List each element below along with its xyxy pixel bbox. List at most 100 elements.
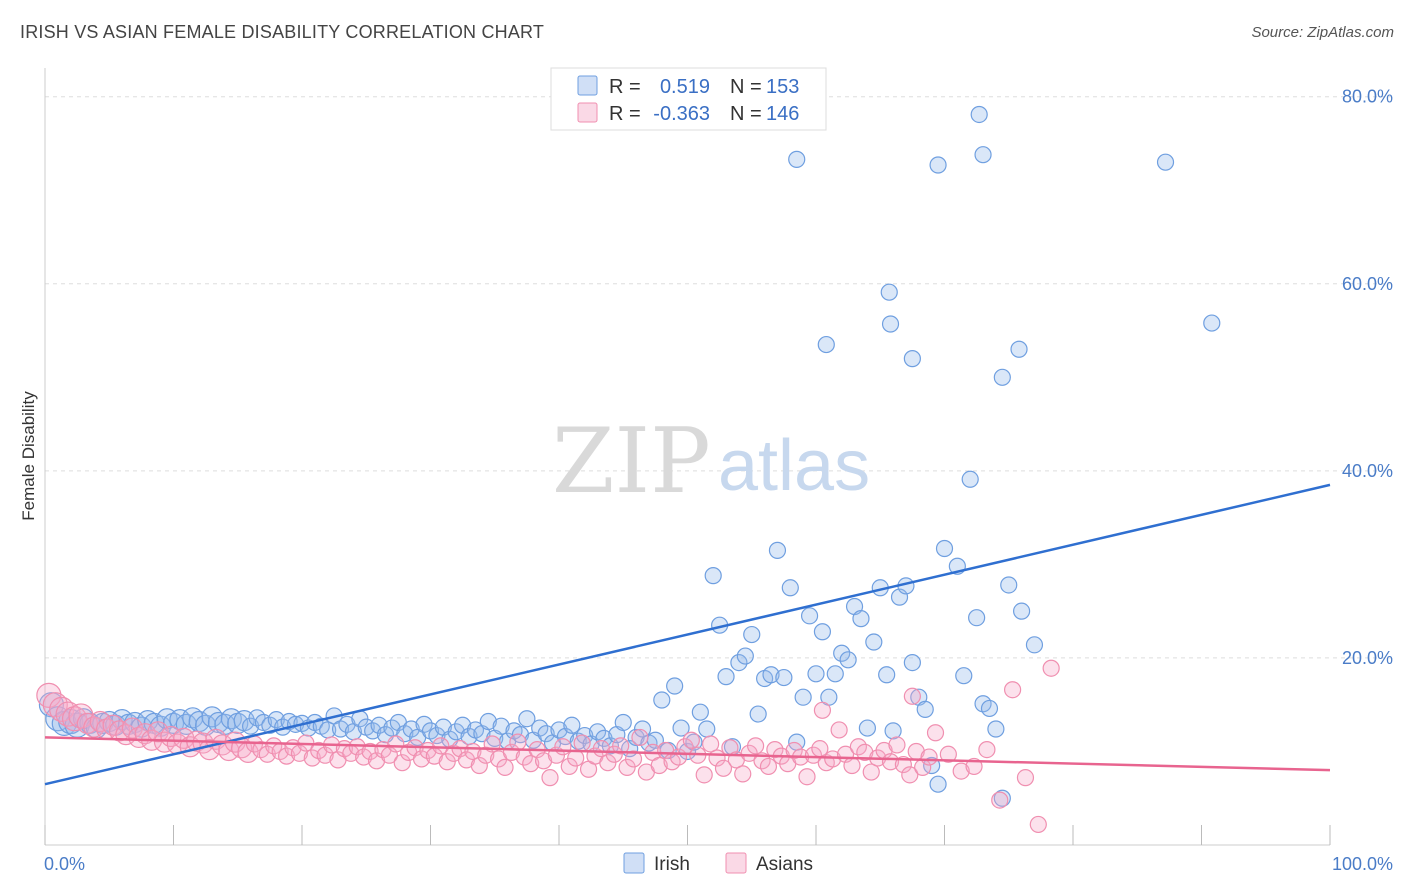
bottom-legend-irish-label: Irish [654, 854, 690, 875]
bottom-legend-asians-label: Asians [756, 854, 813, 875]
asians-point-139 [939, 745, 957, 763]
irish-point-141 [955, 667, 973, 685]
irish-point-81 [563, 716, 581, 734]
watermark-zip: ZIP [552, 409, 711, 514]
irish-point-139 [935, 539, 954, 558]
asians-point-55 [393, 754, 411, 772]
irish-point-63 [447, 723, 465, 741]
irish-point-155 [903, 350, 921, 368]
asians-point-147 [1042, 659, 1060, 677]
irish-point-143 [968, 609, 986, 627]
bottom-legend-swatch-asians [725, 852, 747, 874]
chart-title: IRISH VS ASIAN FEMALE DISABILITY CORRELA… [20, 22, 545, 42]
irish-point-21 [175, 713, 197, 735]
irish-point-113 [768, 541, 787, 559]
irish-point-157 [970, 105, 988, 124]
asians-point-128 [862, 763, 880, 781]
asians-point-116 [785, 741, 803, 760]
asians-point-61 [432, 737, 450, 755]
irish-point-51 [370, 716, 388, 734]
asians-point-91 [624, 750, 643, 768]
irish-point-109 [743, 625, 761, 644]
irish-point-79 [550, 721, 568, 739]
axes-layer [44, 68, 1331, 846]
asians-point-134 [901, 766, 919, 784]
irish-point-151 [788, 150, 806, 168]
y-tick-label-3: 80.0% [1342, 87, 1393, 107]
irish-point-152 [817, 335, 835, 354]
irish-point-107 [730, 654, 748, 672]
asians-point-123 [830, 721, 848, 739]
asians-point-50 [361, 742, 379, 761]
asians-point-119 [804, 746, 823, 764]
asians-point-75 [522, 755, 540, 773]
asians-point-140 [952, 762, 970, 780]
irish-point-149 [1012, 602, 1031, 620]
chart-source: Source: ZipAtlas.com [1251, 24, 1394, 41]
trend-layer [44, 483, 1331, 786]
irish-point-162 [1203, 314, 1221, 332]
asians-point-73 [509, 733, 527, 751]
watermark-atlas: atlas [718, 426, 870, 506]
asians-point-80 [554, 738, 572, 756]
legend-irish-n-label: N = [730, 76, 762, 98]
asians-point-137 [920, 748, 938, 766]
irish-point-123 [833, 644, 851, 662]
x-tick-label-1: 100.0% [1332, 854, 1393, 874]
irish-point-160 [1010, 340, 1028, 358]
irish-point-95 [653, 691, 671, 709]
asians-point-78 [541, 769, 559, 787]
asians-point-125 [843, 756, 861, 775]
legend-swatch-asians [577, 102, 598, 123]
irish-point-58 [415, 715, 433, 733]
asians-point-103 [702, 735, 720, 753]
asians-point-132 [888, 736, 906, 754]
irish-point-110 [749, 705, 767, 723]
legend-asians-n-value: 146 [766, 103, 799, 125]
irish-point-126 [852, 610, 870, 628]
irish-point-99 [678, 742, 697, 761]
asians-point-14 [128, 726, 150, 749]
bottom-legend-swatch-irish [623, 852, 645, 874]
irish-point-100 [685, 733, 703, 751]
asians-point-113 [766, 740, 784, 759]
legend-asians-n-label: N = [730, 103, 762, 125]
irish-point-154 [881, 315, 900, 333]
asians-point-108 [734, 765, 752, 783]
asians-point-4 [61, 706, 88, 732]
asians-point-100 [682, 731, 700, 749]
irish-point-115 [781, 579, 799, 597]
irish-point-101 [691, 703, 709, 721]
irish-point-138 [929, 775, 947, 793]
irish-point-134 [903, 654, 921, 672]
asians-point-54 [387, 735, 405, 753]
y-tick-label-0: 20.0% [1342, 648, 1393, 668]
legend-irish-n-value: 153 [766, 76, 799, 98]
asians-point-71 [496, 758, 514, 776]
irish-point-146 [987, 720, 1005, 738]
irish-point-22 [182, 707, 204, 729]
top-legend: R = 0.519 N = 153 R = -0.363 N = 146 [550, 67, 827, 131]
asians-point-149 [813, 701, 832, 719]
irish-point-130 [878, 666, 896, 684]
irish-point-156 [929, 156, 947, 174]
asians-point-92 [631, 728, 649, 747]
asians-point-143 [991, 791, 1009, 809]
irish-point-147 [993, 789, 1011, 807]
grid-layer [45, 96, 1392, 659]
tick-label-layer: 20.0% 40.0% 60.0% 80.0% 0.0% 100.0% [44, 87, 1393, 874]
irish-trend-line [44, 483, 1331, 786]
asians-point-95 [650, 756, 668, 775]
irish-point-131 [884, 722, 902, 740]
asians-point-105 [714, 759, 733, 777]
asians-point-83 [573, 734, 591, 752]
irish-point-114 [775, 668, 793, 687]
irish-point-142 [961, 470, 979, 488]
irish-point-145 [980, 699, 999, 718]
irish-point-161 [1156, 153, 1175, 171]
asians-point-112 [759, 757, 778, 776]
irish-point-117 [794, 688, 812, 706]
legend-swatch-irish [577, 75, 598, 96]
irish-point-98 [672, 719, 690, 737]
